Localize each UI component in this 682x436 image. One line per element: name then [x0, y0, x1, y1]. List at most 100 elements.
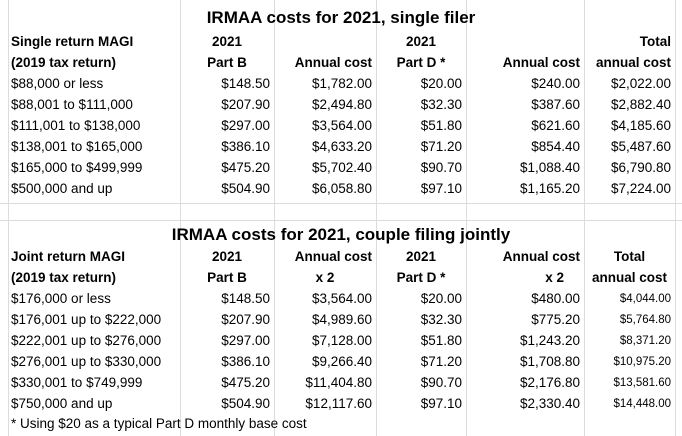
single-header-partd-year: 2021	[405, 34, 437, 49]
total-cell: $2,882.40	[610, 97, 671, 112]
partd-cell: $90.70	[420, 375, 462, 390]
annual-b-cell: $3,564.00	[311, 118, 372, 133]
partd-cell: $51.80	[420, 333, 462, 348]
annual-d-cell: $775.20	[531, 312, 580, 327]
annual-d-cell: $1,243.20	[519, 333, 580, 348]
total-cell: $2,022.00	[610, 76, 671, 91]
partb-cell: $148.50	[221, 291, 270, 306]
table-row: $111,001 to $138,000 $297.00 $3,564.00 $…	[0, 116, 682, 136]
magi-cell: $138,001 to $165,000	[11, 139, 143, 154]
partb-cell: $297.00	[221, 118, 270, 133]
joint-header-partb: Part B	[207, 270, 247, 285]
table-row: $88,001 to $111,000 $207.90 $2,494.80 $3…	[0, 95, 682, 115]
annual-b-cell: $11,404.80	[305, 375, 372, 390]
annual-d-cell: $1,708.80	[519, 354, 580, 369]
magi-cell: $500,000 and up	[11, 181, 113, 196]
table-row: $138,001 to $165,000 $386.10 $4,633.20 $…	[0, 137, 682, 157]
gridline	[584, 0, 585, 436]
table-row: $276,001 up to $330,000 $386.10 $9,266.4…	[0, 352, 682, 372]
joint-table-title: IRMAA costs for 2021, couple filing join…	[171, 225, 511, 244]
total-cell: $4,185.60	[610, 118, 671, 133]
partb-cell: $148.50	[221, 76, 270, 91]
single-header-partb: Part B	[207, 55, 247, 70]
magi-cell: $165,000 to $499,999	[11, 160, 143, 175]
magi-cell: $88,000 or less	[11, 76, 104, 91]
annual-d-cell: $854.40	[531, 139, 580, 154]
single-header-partb-year: 2021	[211, 34, 243, 49]
joint-header-magi: Joint return MAGI	[11, 249, 125, 264]
gridline	[466, 0, 467, 436]
gridline	[675, 0, 676, 436]
magi-cell: $176,000 or less	[11, 291, 111, 306]
annual-b-cell: $12,117.60	[305, 396, 372, 411]
total-cell: $6,790.80	[610, 160, 671, 175]
partb-cell: $207.90	[221, 97, 270, 112]
partb-cell: $297.00	[221, 333, 270, 348]
single-header-magi: Single return MAGI	[11, 34, 134, 49]
joint-header-annual-b: Annual cost	[294, 249, 372, 264]
joint-header-partd: Part D *	[396, 270, 446, 285]
table-row: $330,001 to $749,999 $475.20 $11,404.80 …	[0, 373, 682, 393]
table-row: $176,001 up to $222,000 $207.90 $4,989.6…	[0, 310, 682, 330]
partd-cell: $51.80	[420, 118, 462, 133]
joint-header-annual-d-x2: x 2	[545, 270, 564, 285]
joint-header-partb-year: 2021	[211, 249, 243, 264]
annual-b-cell: $3,564.00	[311, 291, 372, 306]
total-cell: $10,975.20	[613, 356, 671, 368]
total-cell: $7,224.00	[610, 181, 671, 196]
total-cell: $8,371.20	[619, 335, 671, 347]
total-cell: $14,448.00	[613, 398, 671, 410]
single-header-annual-d: Annual cost	[502, 55, 580, 70]
annual-d-cell: $2,176.80	[519, 375, 580, 390]
partd-cell: $97.10	[420, 181, 462, 196]
single-header-total: Total	[639, 34, 671, 49]
gridline	[0, 220, 682, 221]
single-header-annual-b: Annual cost	[294, 55, 372, 70]
joint-header-total-sub: annual cost	[591, 270, 667, 285]
magi-cell: $330,001 to $749,999	[11, 375, 143, 390]
gridline	[180, 0, 181, 436]
partb-cell: $475.20	[221, 375, 270, 390]
total-cell: $5,487.60	[610, 139, 671, 154]
gridline	[274, 0, 275, 436]
annual-b-cell: $2,494.80	[311, 97, 372, 112]
annual-d-cell: $2,330.40	[519, 396, 580, 411]
partd-cell: $32.30	[420, 312, 462, 327]
magi-cell: $111,001 to $138,000	[11, 118, 141, 133]
single-header-magi-sub: (2019 tax return)	[11, 55, 117, 70]
gridline	[0, 203, 682, 204]
annual-d-cell: $1,088.40	[519, 160, 580, 175]
partd-cell: $71.20	[420, 139, 462, 154]
annual-b-cell: $9,266.40	[311, 354, 372, 369]
single-table-title: IRMAA costs for 2021, single filer	[206, 8, 476, 27]
joint-header-annual-d: Annual cost	[502, 249, 580, 264]
annual-b-cell: $6,058.80	[311, 181, 372, 196]
annual-d-cell: $1,165.20	[519, 181, 580, 196]
partd-cell: $20.00	[420, 291, 462, 306]
footnote: * Using $20 as a typical Part D monthly …	[11, 416, 307, 431]
partb-cell: $386.10	[221, 354, 270, 369]
table-row: $176,000 or less $148.50 $3,564.00 $20.0…	[0, 289, 682, 309]
joint-header-total: Total	[613, 249, 646, 264]
magi-cell: $750,000 and up	[11, 396, 113, 411]
partd-cell: $71.20	[420, 354, 462, 369]
partb-cell: $504.90	[221, 396, 270, 411]
magi-cell: $88,001 to $111,000	[11, 97, 133, 112]
annual-d-cell: $387.60	[531, 97, 580, 112]
table-row: $750,000 and up $504.90 $12,117.60 $97.1…	[0, 394, 682, 414]
annual-b-cell: $7,128.00	[311, 333, 372, 348]
gridline	[376, 0, 377, 436]
joint-header-partd-year: 2021	[405, 249, 437, 264]
table-row: $500,000 and up $504.90 $6,058.80 $97.10…	[0, 179, 682, 199]
partb-cell: $504.90	[221, 181, 270, 196]
annual-b-cell: $4,633.20	[311, 139, 372, 154]
partb-cell: $386.10	[221, 139, 270, 154]
annual-d-cell: $621.60	[531, 118, 580, 133]
partd-cell: $32.30	[420, 97, 462, 112]
annual-d-cell: $480.00	[531, 291, 580, 306]
total-cell: $5,764.80	[619, 314, 671, 326]
partd-cell: $90.70	[420, 160, 462, 175]
table-row: $165,000 to $499,999 $475.20 $5,702.40 $…	[0, 158, 682, 178]
table-row: $88,000 or less $148.50 $1,782.00 $20.00…	[0, 74, 682, 94]
